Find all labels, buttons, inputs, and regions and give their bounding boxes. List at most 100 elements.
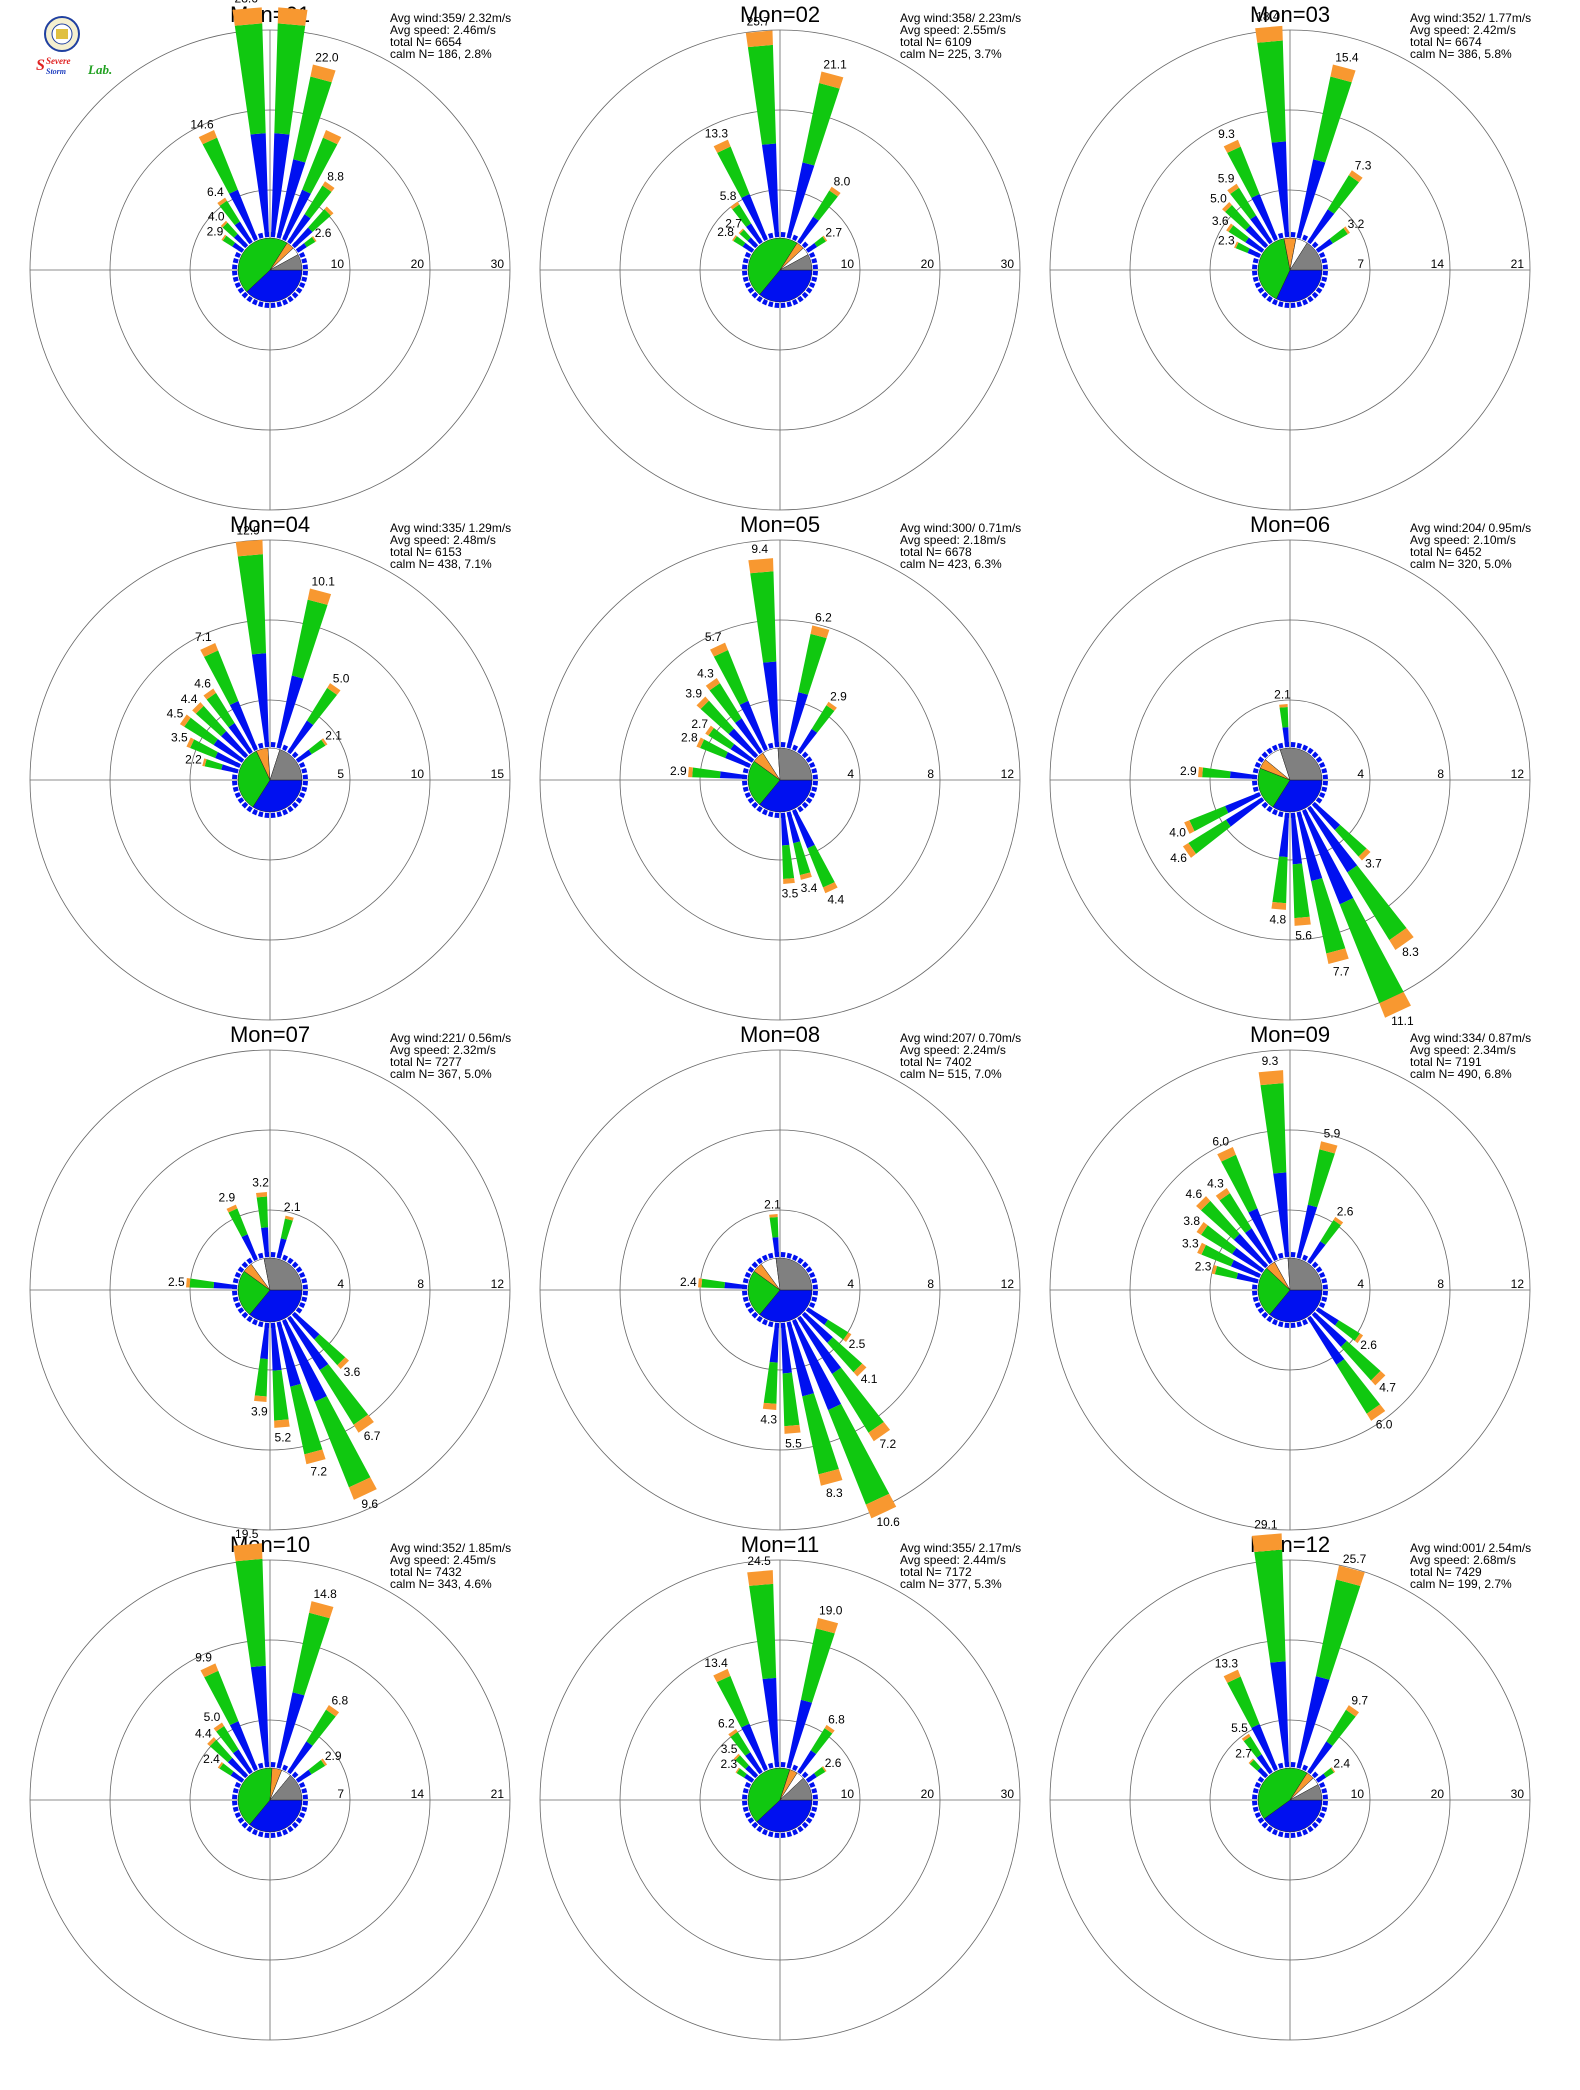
sector-value-label: 5.8: [720, 189, 737, 203]
sector-value-label: 5.2: [275, 1430, 292, 1444]
stat-avg-wind: Avg wind:300/ 0.71m/s: [900, 521, 1021, 535]
minor-sector-bar: [1271, 1764, 1278, 1771]
minor-sector-bar: [1321, 257, 1328, 264]
logo-line3: Lab.: [87, 62, 112, 77]
sector-bar: [254, 1395, 267, 1402]
center-pie-slice: [237, 750, 271, 808]
center-pie-slice: [1279, 747, 1323, 781]
minor-sector-bar: [257, 811, 264, 818]
minor-sector-bar: [774, 812, 780, 818]
minor-sector-bar: [234, 282, 241, 289]
minor-sector-bar: [251, 234, 258, 241]
sector-bar: [761, 143, 779, 237]
minor-sector-bar: [1284, 812, 1290, 818]
minor-sector-bar: [742, 257, 749, 264]
sector-bar: [1225, 797, 1264, 827]
range-tick-label: 4: [847, 1277, 854, 1291]
range-ring: [1209, 189, 1371, 351]
minor-sector-bar: [251, 809, 258, 816]
sector-value-label: 2.5: [849, 1337, 866, 1351]
range-tick-label: 8: [1437, 767, 1444, 781]
range-ring: [1129, 109, 1451, 431]
sector-bar: [219, 200, 240, 226]
minor-sector-bar: [282, 744, 289, 751]
minor-sector-bar: [301, 1296, 308, 1303]
sector-bar: [276, 1692, 305, 1768]
sector-bar: [713, 1668, 731, 1683]
minor-sector-bar: [809, 1302, 816, 1309]
sector-bar: [1214, 1266, 1239, 1279]
minor-sector-bar: [282, 809, 289, 816]
minor-sector-bar: [1252, 1794, 1258, 1800]
sector-bar: [235, 1558, 266, 1668]
minor-sector-bar: [812, 1290, 818, 1296]
sector-value-label: 7.7: [1333, 964, 1350, 978]
center-pie-slice: [777, 747, 813, 781]
center-pie-slice: [756, 1799, 813, 1833]
sector-bar: [282, 189, 311, 241]
minor-sector-bar: [1315, 1817, 1323, 1824]
sector-bar: [735, 1767, 740, 1774]
minor-sector-bar: [1307, 747, 1314, 755]
range-tick-label: 10: [841, 1787, 855, 1801]
stat-avg-speed: Avg speed: 2.45m/s: [390, 1553, 496, 1567]
minor-sector-bar: [301, 767, 308, 774]
sector-bar: [786, 1322, 814, 1397]
sector-bar: [708, 727, 735, 750]
sector-bar: [1296, 159, 1326, 238]
sector-value-label: 5.0: [1210, 191, 1227, 205]
range-tick-label: 4: [1357, 1277, 1364, 1291]
stat-total-n: total N= 7172: [900, 1565, 972, 1579]
minor-sector-bar: [812, 1800, 818, 1806]
minor-sector-bar: [246, 1825, 253, 1833]
sector-bar: [1201, 1225, 1237, 1255]
minor-sector-bar: [774, 302, 780, 308]
minor-sector-bar: [1321, 1806, 1328, 1813]
sector-bar: [827, 1337, 863, 1373]
minor-sector-bar: [251, 744, 258, 751]
minor-sector-bar: [761, 1254, 768, 1261]
minor-sector-bar: [767, 1252, 774, 1259]
range-ring: [699, 189, 861, 351]
minor-sector-bar: [1296, 1321, 1303, 1328]
minor-sector-bar: [1322, 1284, 1328, 1290]
minor-sector-bar: [805, 1266, 813, 1273]
range-tick-label: 21: [491, 1787, 505, 1801]
sector-bar: [853, 1363, 867, 1377]
sector-bar: [1251, 194, 1278, 241]
stat-avg-wind: Avg wind:355/ 2.17m/s: [900, 1541, 1021, 1555]
minor-sector-bar: [805, 287, 813, 294]
minor-sector-bar: [1322, 270, 1328, 276]
stat-avg-speed: Avg speed: 2.42m/s: [1410, 23, 1516, 37]
minor-sector-bar: [747, 797, 755, 804]
minor-sector-bar: [1290, 1762, 1296, 1768]
minor-sector-bar: [241, 291, 249, 299]
stat-calm-n: calm N= 320, 5.0%: [1410, 557, 1512, 571]
sector-bar: [306, 687, 338, 725]
minor-sector-bar: [742, 1277, 749, 1284]
sector-value-label: 2.6: [1337, 1204, 1354, 1218]
minor-sector-bar: [246, 295, 253, 303]
range-tick-label: 8: [927, 767, 934, 781]
sector-value-label: 5.5: [1231, 1721, 1248, 1735]
sector-bar: [772, 1237, 779, 1257]
minor-sector-bar: [1319, 761, 1326, 768]
stat-avg-speed: Avg speed: 2.68m/s: [1410, 1553, 1516, 1567]
sector-value-label: 3.5: [171, 731, 188, 745]
stat-calm-n: calm N= 386, 5.8%: [1410, 47, 1512, 61]
sector-value-label: 4.3: [760, 1413, 777, 1427]
minor-sector-bar: [232, 1806, 239, 1813]
center-pie-slice: [1257, 1767, 1308, 1820]
sector-bar: [1370, 1370, 1386, 1386]
sector-value-label: 2.6: [1360, 1338, 1377, 1352]
sector-bar: [750, 571, 777, 663]
minor-sector-bar: [1261, 1821, 1269, 1829]
sector-bar: [762, 1677, 779, 1767]
minor-sector-bar: [1266, 1315, 1273, 1323]
range-ring: [1049, 1049, 1531, 1531]
sector-bar: [1254, 1549, 1286, 1663]
sector-bar: [1333, 1216, 1344, 1226]
stat-avg-speed: Avg speed: 2.10m/s: [1410, 533, 1516, 547]
sector-value-label: 6.2: [815, 611, 832, 625]
sector-bar: [314, 1334, 346, 1366]
